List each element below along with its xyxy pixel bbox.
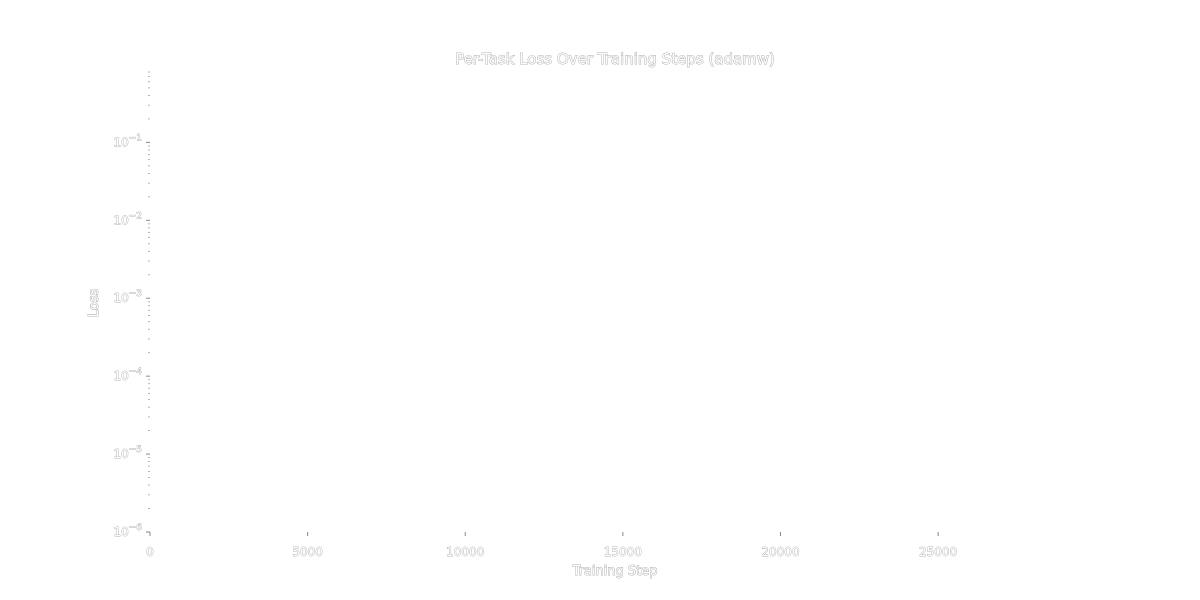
y-axis-minor-ticks [148, 71, 150, 509]
y-tick-label-base: 10 [113, 369, 128, 383]
y-tick-label-exponent: −6 [129, 523, 143, 533]
y-tick-label-exponent: −3 [129, 289, 142, 299]
x-tick-label: 5000 [292, 545, 323, 559]
y-tick-label: 10−3 [113, 289, 142, 305]
y-tick-label: 10−5 [113, 445, 142, 461]
x-tick-label: 25000 [919, 545, 957, 559]
y-tick-label-exponent: −1 [129, 133, 142, 143]
y-tick-label-base: 10 [113, 213, 128, 227]
y-tick-label: 10−2 [113, 211, 142, 227]
x-tick-label: 10000 [446, 545, 484, 559]
y-tick-label-exponent: −2 [129, 211, 142, 221]
y-tick-label: 10−4 [113, 367, 142, 383]
y-tick-label-exponent: −5 [129, 445, 142, 455]
y-tick-label-base: 10 [113, 291, 128, 305]
y-tick-label-base: 10 [113, 447, 128, 461]
x-tick-label: 15000 [604, 545, 642, 559]
y-tick-label: 10−1 [113, 133, 142, 149]
y-tick-label-exponent: −4 [129, 367, 143, 377]
x-tick-label: 20000 [761, 545, 799, 559]
y-tick-label-base: 10 [113, 525, 128, 539]
y-axis-label: Loss [87, 289, 102, 318]
y-axis-ticks: 10−610−510−410−310−210−1 [113, 133, 150, 539]
y-tick-label: 10−6 [113, 523, 142, 539]
x-tick-label: 0 [146, 545, 154, 559]
y-tick-label-base: 10 [113, 135, 128, 149]
chart-title: Per-Task Loss Over Training Steps (adamw… [455, 50, 775, 68]
x-axis-ticks: 0 5000 10000 15000 20000 25000 [146, 532, 958, 559]
x-axis-label: Training Step [571, 564, 657, 579]
